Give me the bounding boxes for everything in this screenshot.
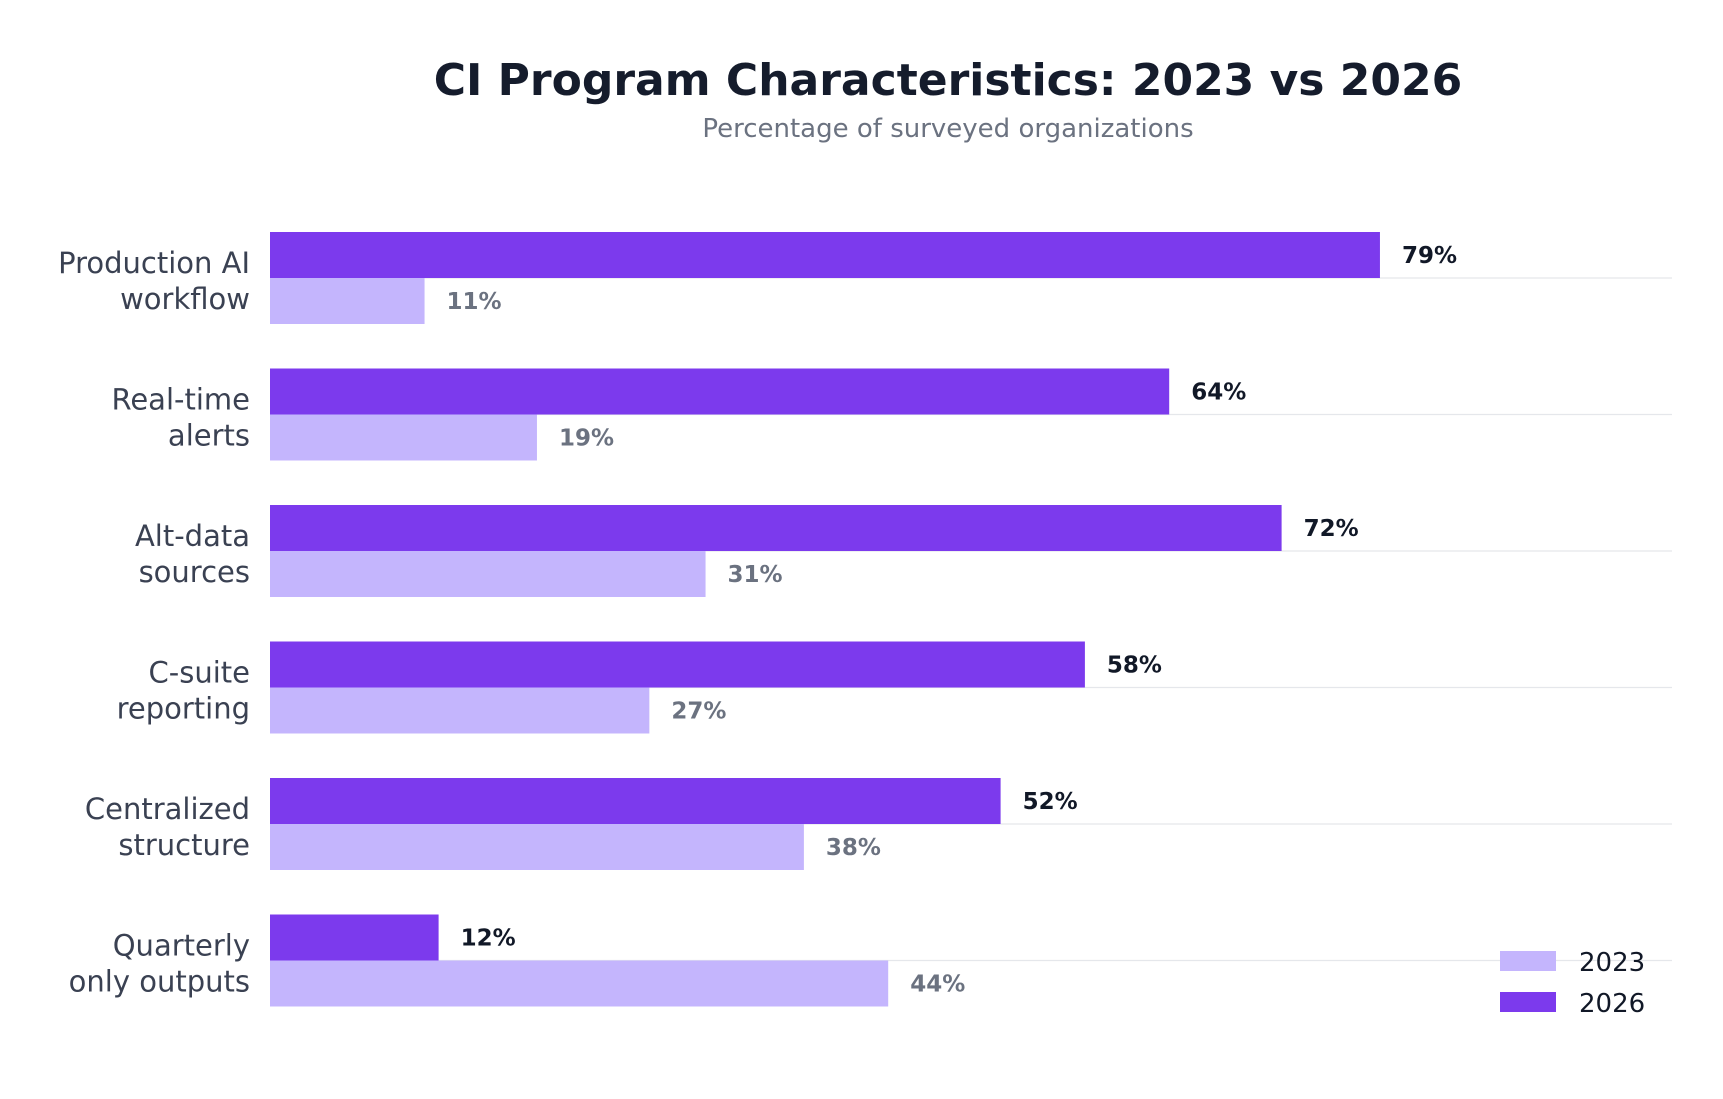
bar-2023	[270, 687, 650, 734]
value-label-2023: 31%	[728, 562, 783, 588]
value-label-2026: 64%	[1191, 380, 1246, 406]
bar-2026	[270, 641, 1085, 688]
legend: 2023 2026	[1500, 948, 1645, 1019]
category-label: Centralized structure	[85, 792, 250, 862]
category-label: Production AI workflow	[58, 246, 250, 316]
bar-2023	[270, 551, 706, 597]
chart-subtitle: Percentage of surveyed organizations	[702, 114, 1193, 144]
bar-2023	[270, 960, 889, 1007]
bar-2026	[270, 914, 439, 961]
chart-title: CI Program Characteristics: 2023 vs 2026	[434, 55, 1463, 106]
plot-area: 79% 11% Production AI workflow 64% 19% Real-ti…	[58, 232, 1672, 1007]
bar-2023	[270, 824, 804, 870]
bar-2026	[270, 368, 1170, 415]
bar-2026	[270, 505, 1282, 551]
bar-2023	[270, 278, 425, 324]
value-label-2026: 52%	[1023, 789, 1078, 815]
legend-swatch-2023	[1500, 951, 1556, 971]
bar-2026	[270, 778, 1001, 824]
legend-swatch-2026	[1500, 992, 1556, 1012]
value-label-2026: 72%	[1304, 516, 1359, 542]
value-label-2026: 12%	[461, 926, 516, 952]
value-label-2023: 44%	[910, 972, 965, 998]
bar-2023	[270, 414, 537, 461]
value-label-2026: 58%	[1107, 653, 1162, 679]
value-label-2023: 19%	[559, 426, 614, 452]
category-label: Real-time alerts	[111, 383, 250, 453]
legend-label-2026: 2026	[1579, 989, 1645, 1019]
bar-2026	[270, 232, 1380, 278]
value-label-2026: 79%	[1402, 243, 1457, 269]
legend-label-2023: 2023	[1579, 948, 1645, 978]
value-label-2023: 11%	[447, 289, 502, 315]
category-label: C-suite reporting	[117, 656, 250, 726]
category-label: Alt-data sources	[135, 519, 250, 589]
category-label: Quarterly only outputs	[69, 929, 250, 999]
value-label-2023: 27%	[671, 699, 726, 725]
value-label-2023: 38%	[826, 835, 881, 861]
